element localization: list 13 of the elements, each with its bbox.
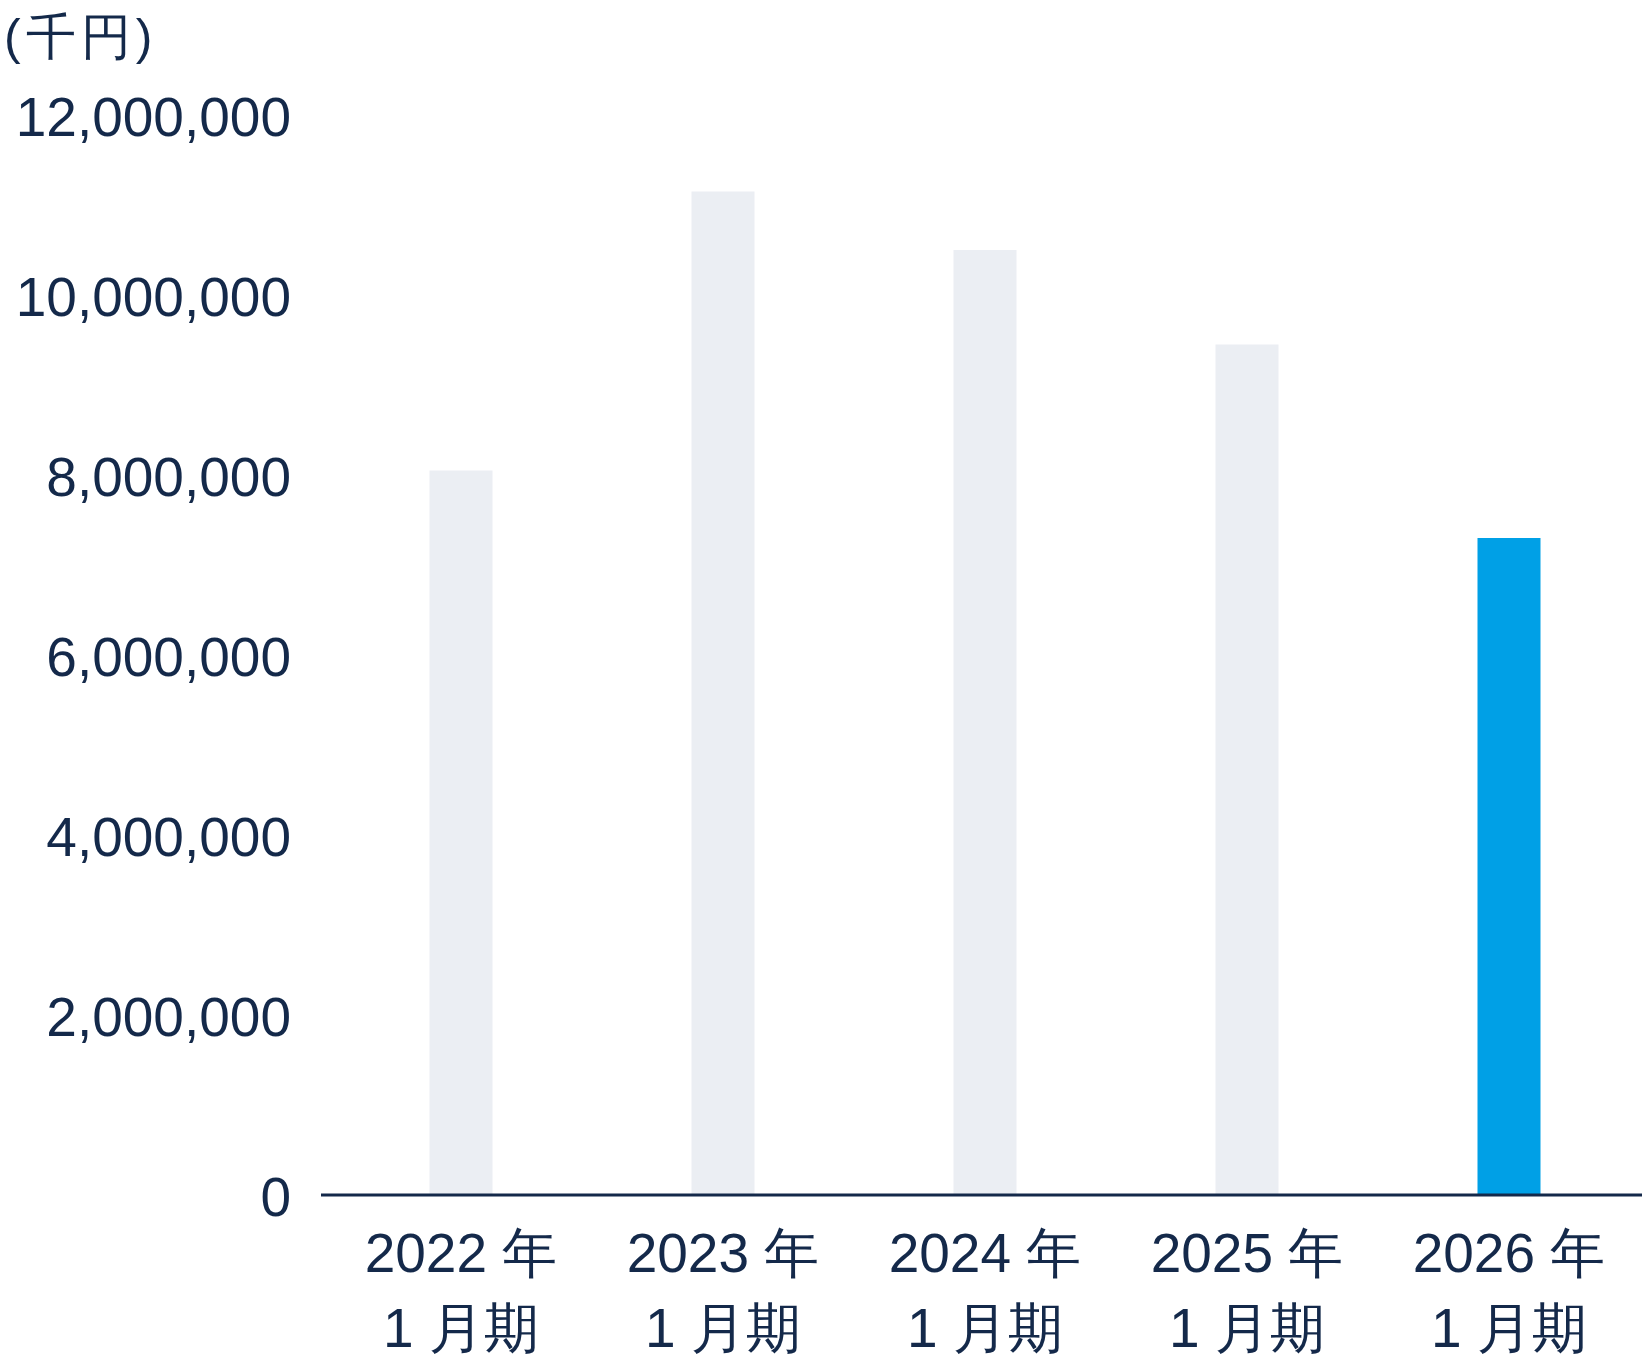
y-tick-label: 0 [260, 1166, 291, 1228]
y-tick-label: 10,000,000 [15, 266, 291, 328]
x-tick-label: 2023 年 1 月期 [626, 1222, 820, 1359]
x-tick-label: 2026 年 1 月期 [1412, 1222, 1606, 1359]
y-axis-title: (千円) [4, 9, 158, 65]
y-tick-label: 6,000,000 [46, 626, 291, 688]
y-tick-label: 8,000,000 [46, 446, 291, 508]
y-tick-label: 4,000,000 [46, 806, 291, 868]
y-tick-label: 2,000,000 [46, 986, 291, 1048]
x-tick-label: 2025 年 1 月期 [1150, 1222, 1344, 1359]
y-tick-label: 12,000,000 [15, 86, 291, 148]
x-tick-label: 2022 年 1 月期 [364, 1222, 558, 1359]
x-tick-label: 2024 年 1 月期 [888, 1222, 1082, 1359]
